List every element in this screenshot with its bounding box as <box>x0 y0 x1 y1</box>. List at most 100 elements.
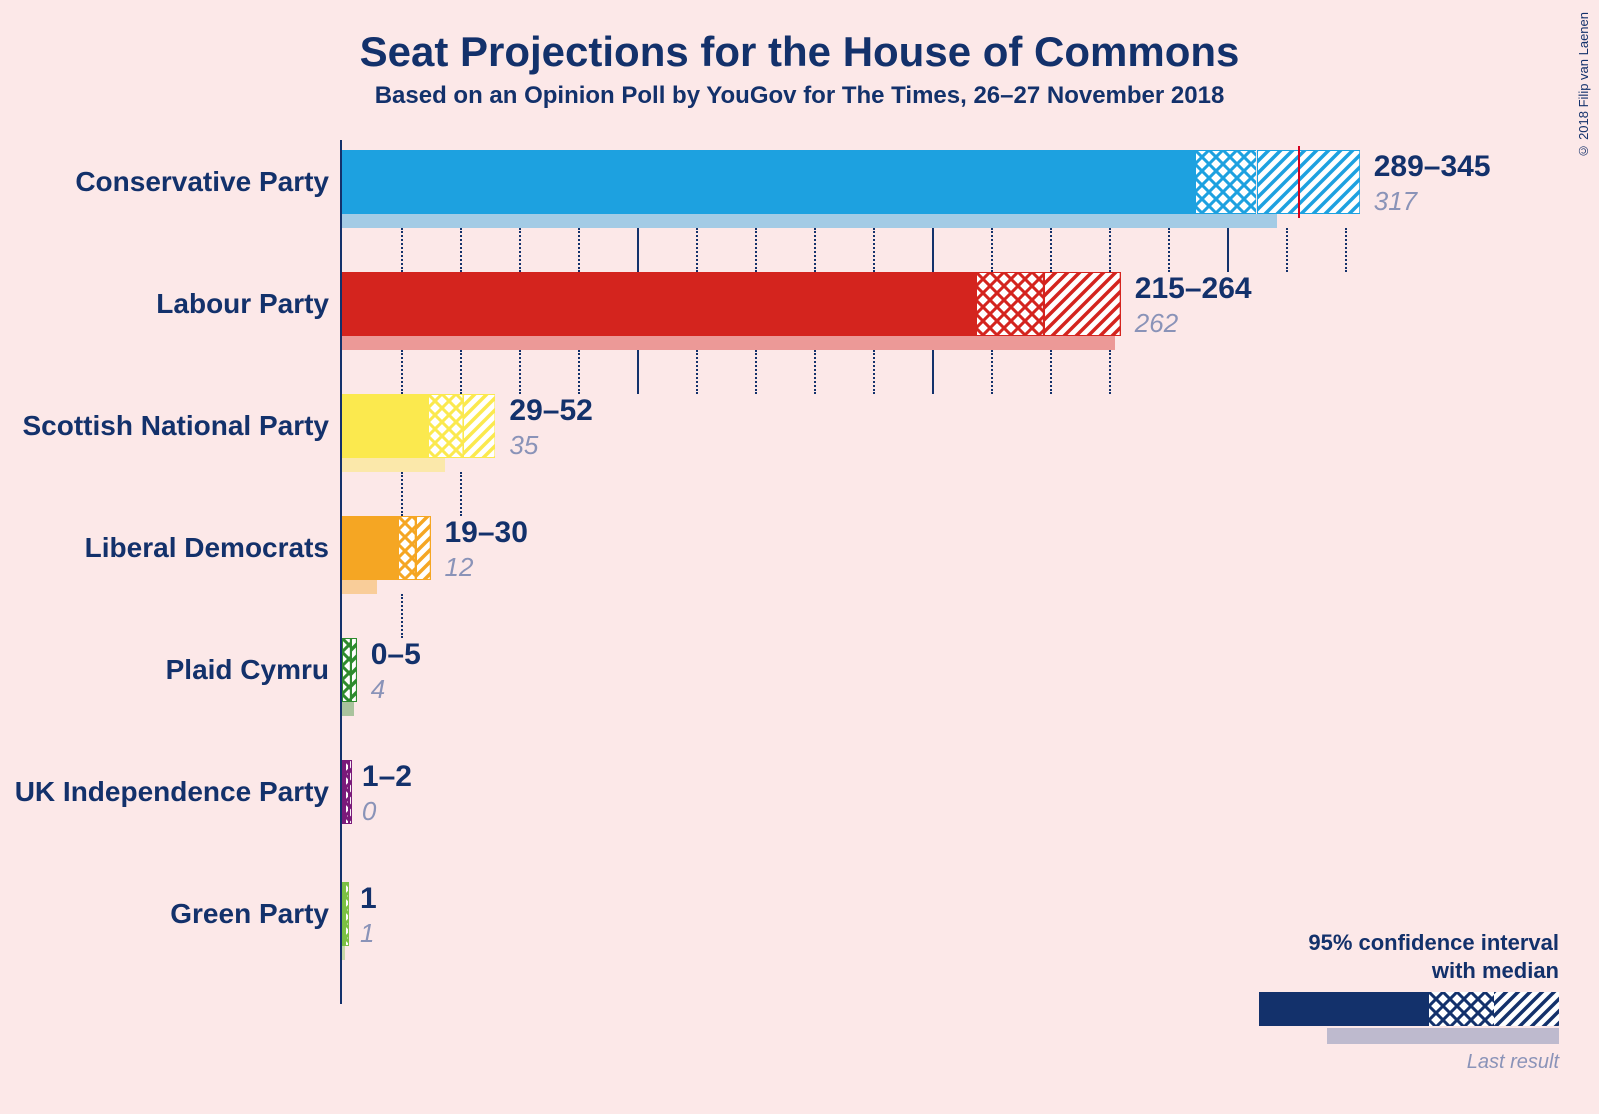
legend-solid-swatch <box>1259 992 1429 1026</box>
legend-swatch: Last result <box>1259 992 1559 1074</box>
gridline-segment <box>1168 228 1170 272</box>
gridline-segment <box>519 350 521 394</box>
bar-high-segment <box>416 516 431 580</box>
gridline-segment <box>873 350 875 394</box>
last-result-bar <box>342 580 377 594</box>
range-label: 29–52 <box>509 394 592 428</box>
gridline-segment <box>1286 228 1288 272</box>
bar-mid-segment <box>342 638 351 702</box>
last-result-bar <box>342 336 1115 350</box>
last-result-bar <box>342 946 345 960</box>
gridline-segment <box>1050 228 1052 272</box>
gridline-segment <box>873 228 875 272</box>
legend-title: 95% confidence interval with median <box>1259 929 1559 984</box>
legend: 95% confidence interval with median Last… <box>1259 929 1559 1074</box>
gridline-segment <box>696 350 698 394</box>
range-label: 0–5 <box>371 638 421 672</box>
range-label: 215–264 <box>1135 272 1252 306</box>
gridline-segment <box>401 472 403 516</box>
gridline-segment <box>755 228 757 272</box>
gridline-segment <box>578 228 580 272</box>
bar-mid-segment <box>345 882 349 946</box>
bar-mid-segment <box>976 272 1044 336</box>
projection-bar <box>342 150 1360 214</box>
last-result-bar <box>342 458 445 472</box>
gridline-segment <box>991 350 993 394</box>
party-label: Conservative Party <box>9 166 329 198</box>
gridline-segment <box>637 228 639 272</box>
bar-high-segment <box>351 638 357 702</box>
legend-title-line1: 95% confidence interval <box>1308 930 1559 955</box>
range-label: 1–2 <box>362 760 412 794</box>
gridline-segment <box>578 350 580 394</box>
gridline-segment <box>1109 350 1111 394</box>
gridline-segment <box>991 228 993 272</box>
gridline-segment <box>460 228 462 272</box>
gridline-segment <box>1227 228 1229 272</box>
gridline-segment <box>814 228 816 272</box>
gridline-segment <box>1109 228 1111 272</box>
projection-bar <box>342 272 1121 336</box>
range-label: 1 <box>360 882 377 916</box>
gridline-segment <box>696 228 698 272</box>
party-row: Labour Party 215–264 262 <box>0 262 1599 382</box>
legend-crosshatch-swatch <box>1429 992 1494 1026</box>
bar-high-segment <box>1044 272 1121 336</box>
bar-high-segment <box>1257 150 1360 214</box>
party-row: Plaid Cymru 0–5 4 <box>0 628 1599 748</box>
chart-area: Conservative Party 289–345 317 Labour Pa… <box>0 140 1599 1040</box>
bar-high-segment <box>463 394 495 458</box>
last-result-label: 317 <box>1374 186 1417 217</box>
gridline-segment <box>932 350 934 394</box>
party-row: Scottish National Party 29–52 35 <box>0 384 1599 504</box>
legend-last-swatch <box>1327 1028 1559 1044</box>
gridline-segment <box>932 228 934 272</box>
last-result-label: 0 <box>362 796 376 827</box>
last-result-label: 4 <box>371 674 385 705</box>
range-label: 19–30 <box>445 516 528 550</box>
gridline-segment <box>401 594 403 638</box>
party-label: Liberal Democrats <box>9 532 329 564</box>
bar-mid-segment <box>398 516 416 580</box>
last-result-bar <box>342 214 1277 228</box>
bar-low-segment <box>342 516 398 580</box>
gridline-segment <box>401 228 403 272</box>
legend-diagonal-swatch <box>1494 992 1559 1026</box>
gridline-segment <box>460 472 462 516</box>
gridline-segment <box>519 228 521 272</box>
bar-low-segment <box>342 394 428 458</box>
gridline-segment <box>1345 228 1347 272</box>
party-label: Scottish National Party <box>9 410 329 442</box>
last-result-label: 262 <box>1135 308 1178 339</box>
last-result-label: 12 <box>445 552 474 583</box>
last-result-label: 1 <box>360 918 374 949</box>
gridline-segment <box>755 350 757 394</box>
gridline-segment <box>637 350 639 394</box>
chart-title: Seat Projections for the House of Common… <box>0 0 1599 76</box>
bar-mid-segment <box>428 394 463 458</box>
projection-bar <box>342 882 346 946</box>
projection-bar <box>342 516 431 580</box>
last-result-label: 35 <box>509 430 538 461</box>
copyright-text: © 2018 Filip van Laenen <box>1576 12 1591 159</box>
bar-high-segment <box>349 760 352 824</box>
party-label: UK Independence Party <box>9 776 329 808</box>
range-label: 289–345 <box>1374 150 1491 184</box>
projection-bar <box>342 394 495 458</box>
party-row: Conservative Party 289–345 317 <box>0 140 1599 260</box>
legend-last-label: Last result <box>1259 1051 1559 1074</box>
party-row: UK Independence Party 1–2 0 <box>0 750 1599 870</box>
projection-bar <box>342 760 348 824</box>
projection-bar <box>342 638 357 702</box>
party-row: Liberal Democrats 19–30 12 <box>0 506 1599 626</box>
legend-title-line2: with median <box>1432 958 1559 983</box>
gridline-segment <box>401 350 403 394</box>
last-result-bar <box>342 702 354 716</box>
party-label: Labour Party <box>9 288 329 320</box>
bar-low-segment <box>342 150 1195 214</box>
gridline-segment <box>460 350 462 394</box>
party-label: Plaid Cymru <box>9 654 329 686</box>
bar-low-segment <box>342 272 976 336</box>
median-marker <box>1298 146 1300 218</box>
chart-subtitle: Based on an Opinion Poll by YouGov for T… <box>0 82 1599 110</box>
